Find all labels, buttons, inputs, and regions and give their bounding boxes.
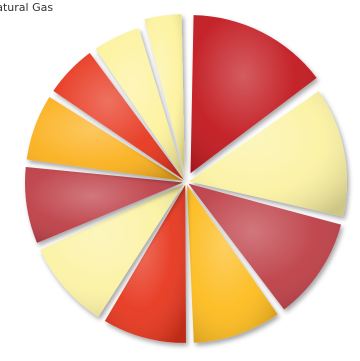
pie-slice-highlight	[188, 183, 342, 310]
pie-slice-highlight	[26, 96, 184, 181]
pie-slice-highlight	[188, 91, 347, 217]
pie-slice-highlight	[104, 184, 186, 343]
pie-slice-highlight	[190, 15, 317, 174]
pie-slice-highlight	[25, 166, 184, 243]
pie-slice-highlight	[53, 52, 184, 180]
pie-slice-highlight	[95, 28, 185, 180]
pie-slice-highlight	[186, 184, 278, 343]
chart-title: Natural Gas	[0, 1, 54, 14]
pie-slice-highlight	[144, 14, 185, 173]
pie-slice-highlight	[40, 183, 184, 317]
